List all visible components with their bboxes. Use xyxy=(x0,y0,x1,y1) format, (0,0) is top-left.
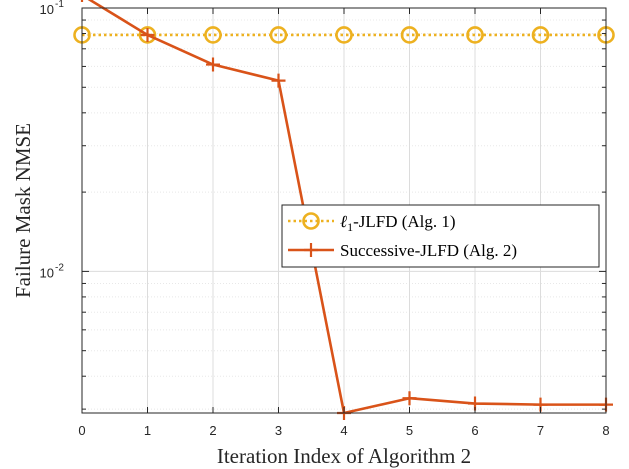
series-0-point xyxy=(269,26,288,44)
y-tick-label-exponent: -2 xyxy=(55,262,64,273)
x-tick-label: 7 xyxy=(537,423,544,438)
series-0-point xyxy=(531,26,550,44)
y-tick-label: 10 xyxy=(40,2,54,17)
legend-box xyxy=(281,204,600,268)
x-tick-label: 4 xyxy=(340,423,347,438)
series-0-point xyxy=(400,26,419,44)
series-1-point xyxy=(206,57,220,72)
y-tick-labels: 10-110-2 xyxy=(40,0,65,280)
y-axis-title: Failure Mask NMSE xyxy=(11,123,35,298)
x-tick-label: 1 xyxy=(144,423,151,438)
series-0-point xyxy=(335,26,353,44)
x-tick-label: 8 xyxy=(602,423,609,438)
legend-entries: ℓ1-JLFD (Alg. 1) Successive-JLFD (Alg. 2) xyxy=(288,212,517,260)
x-tick-label: 3 xyxy=(275,423,282,438)
x-tick-labels: 0 1 2 3 4 5 6 7 8 xyxy=(78,423,609,438)
legend: ℓ1-JLFD (Alg. 1) Successive-JLFD (Alg. 2) xyxy=(281,204,600,268)
x-tick-label: 5 xyxy=(406,423,413,438)
x-tick-label: 6 xyxy=(471,423,478,438)
series-0-point xyxy=(466,26,484,44)
x-axis-title: Iteration Index of Algorithm 2 xyxy=(217,444,471,468)
legend-swatch-marker xyxy=(304,243,318,257)
x-tick-label: 2 xyxy=(209,423,216,438)
series-1-point xyxy=(140,27,155,42)
legend-label: Successive-JLFD (Alg. 2) xyxy=(340,241,517,260)
y-tick-label-exponent: -1 xyxy=(55,0,64,10)
series-1-point xyxy=(271,73,286,88)
series-0-point xyxy=(204,26,222,44)
x-tick-label: 0 xyxy=(78,423,85,438)
y-tick-label: 10 xyxy=(40,265,54,280)
legend-swatch-marker xyxy=(302,212,320,230)
series-1-point xyxy=(80,0,84,3)
series-1-point xyxy=(402,391,417,406)
legend-label: ℓ1-JLFD (Alg. 1) xyxy=(340,212,456,234)
series-0-point xyxy=(138,26,157,44)
axis-ticks xyxy=(81,7,607,413)
